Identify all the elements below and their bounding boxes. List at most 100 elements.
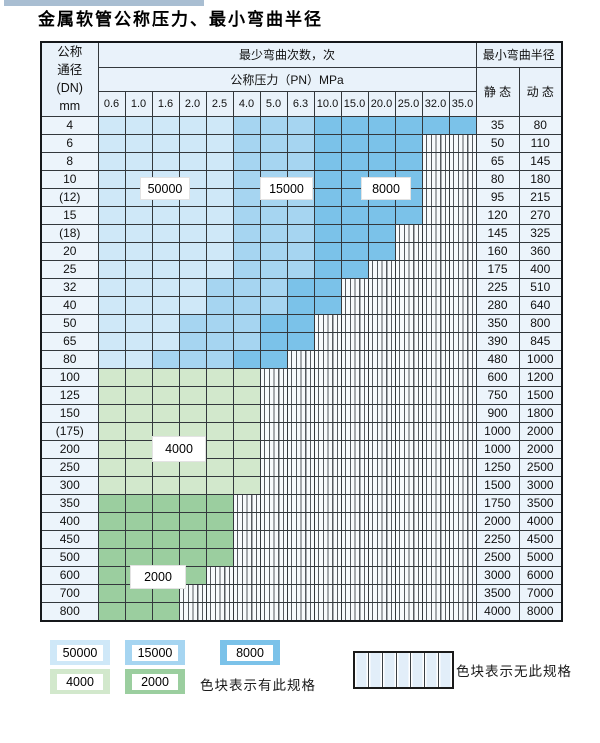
bend-cycles-header: 最少弯曲次数，次 (97, 41, 477, 68)
pressure-tick-row: 0.6 1.0 1.6 2.0 2.5 4.0 5.0 6.3 10.0 15.0 20.0 25.0… (41, 90, 562, 117)
available-cell (178, 457, 207, 477)
unavailable-cell (313, 583, 342, 603)
available-cell (232, 241, 261, 261)
unavailable-cell (421, 151, 450, 171)
available-cell (124, 115, 153, 135)
cycles-label-4000: 4000 (153, 437, 205, 461)
unavailable-cell (367, 421, 396, 441)
pressure-tick: 15.0 (340, 90, 369, 117)
unavailable-cell (259, 529, 288, 549)
unavailable-cell (367, 439, 396, 459)
available-cell (232, 349, 261, 369)
dynamic-radius-cell: 110 (518, 133, 563, 153)
available-cell (205, 457, 234, 477)
available-cell (259, 115, 288, 135)
unavailable-cell (367, 529, 396, 549)
static-radius-cell: 35 (475, 115, 520, 135)
static-radius-cell: 900 (475, 403, 520, 423)
unavailable-cell (286, 547, 315, 567)
dn-header-line: mm (59, 99, 81, 114)
unavailable-cell (394, 313, 423, 333)
available-cell (232, 457, 261, 477)
unavailable-cell (340, 403, 369, 423)
unavailable-cell (340, 565, 369, 585)
unavailable-cell (259, 601, 288, 621)
available-cell (205, 223, 234, 243)
table-row: 800 4000 8000 (40, 601, 563, 621)
dn-cell: 350 (40, 493, 99, 513)
available-cell (178, 331, 207, 351)
available-cell (313, 133, 342, 153)
available-cell (97, 187, 126, 207)
unavailable-cell (394, 403, 423, 423)
unavailable-cell (205, 601, 234, 621)
unavailable-cell (394, 457, 423, 477)
static-radius-cell: 750 (475, 385, 520, 405)
available-cell (340, 241, 369, 261)
pressure-tick: 2.0 (178, 90, 207, 117)
available-cell (97, 403, 126, 423)
dn-cell: 32 (40, 277, 99, 297)
legend-swatch-4000: 4000 (50, 669, 110, 694)
unavailable-cell (313, 493, 342, 513)
dn-header-line: (DN) (56, 81, 83, 96)
available-cell (232, 277, 261, 297)
table-row: 80 480 1000 (40, 349, 563, 369)
unavailable-cell (313, 331, 342, 351)
unavailable-cell (448, 169, 477, 189)
unavailable-cell (448, 367, 477, 387)
unavailable-cell (394, 385, 423, 405)
unavailable-cell (448, 565, 477, 585)
unavailable-cell (313, 403, 342, 423)
static-radius-cell: 1000 (475, 439, 520, 459)
available-cell (313, 259, 342, 279)
unavailable-cell (421, 583, 450, 603)
unavailable-cell (394, 295, 423, 315)
available-cell (124, 223, 153, 243)
available-cell (178, 151, 207, 171)
available-cell (259, 205, 288, 225)
cycles-label-50000: 50000 (141, 178, 189, 199)
unavailable-cell (340, 331, 369, 351)
unavailable-cell (367, 349, 396, 369)
available-cell (205, 313, 234, 333)
available-cell (178, 241, 207, 261)
available-cell (340, 259, 369, 279)
unavailable-cell (421, 601, 450, 621)
unavailable-cell (313, 565, 342, 585)
dn-cell: (18) (40, 223, 99, 243)
available-cell (205, 529, 234, 549)
unavailable-cell (259, 403, 288, 423)
unavailable-cell (448, 385, 477, 405)
cycles-label-2000: 2000 (131, 566, 185, 588)
pressure-tick: 32.0 (421, 90, 450, 117)
pressure-tick: 6.3 (286, 90, 315, 117)
table-row: 40 280 640 (40, 295, 563, 315)
unavailable-cell (286, 583, 315, 603)
static-radius-cell: 160 (475, 241, 520, 261)
cycles-label-15000: 15000 (261, 178, 312, 199)
available-cell (286, 205, 315, 225)
available-cell (232, 115, 261, 135)
scan-edge-artifact (4, 0, 204, 6)
unavailable-cell (448, 133, 477, 153)
table-row: 600 3000 6000 (40, 565, 563, 585)
unavailable-cell (421, 241, 450, 261)
available-cell (205, 187, 234, 207)
available-cell (151, 385, 180, 405)
available-cell (205, 349, 234, 369)
unavailable-cell (421, 547, 450, 567)
unavailable-cell (367, 367, 396, 387)
unavailable-cell (394, 367, 423, 387)
dynamic-column-header: 动 态 (518, 66, 563, 117)
unavailable-cell (340, 295, 369, 315)
unavailable-cell (340, 367, 369, 387)
dynamic-radius-cell: 845 (518, 331, 563, 351)
available-cell (367, 151, 396, 171)
available-cell (97, 601, 126, 621)
legend-note-exists: 色块表示有此规格 (200, 678, 316, 693)
legend-swatch-label: 15000 (132, 644, 178, 661)
available-cell (124, 529, 153, 549)
unavailable-cell (313, 511, 342, 531)
